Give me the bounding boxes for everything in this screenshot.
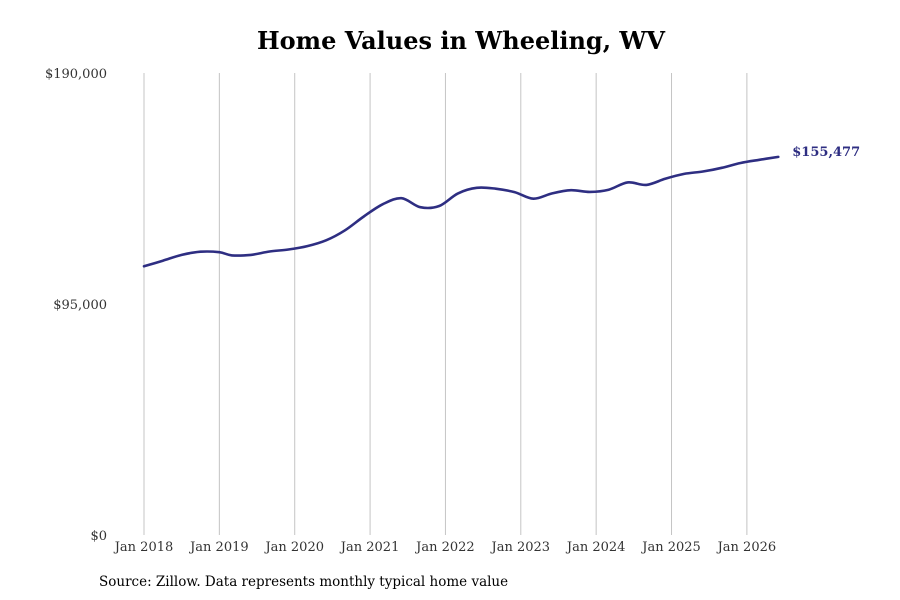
chart-title: Home Values in Wheeling, WV	[257, 26, 665, 55]
x-tick-label: Jan 2021	[339, 540, 400, 555]
y-tick-label: $0	[90, 529, 107, 544]
y-tick-label: $190,000	[45, 67, 107, 82]
x-tick-label: Jan 2026	[716, 540, 777, 555]
end-value-label: $155,477	[792, 145, 860, 160]
x-tick-label: Jan 2024	[565, 540, 626, 555]
x-tick-label: Jan 2019	[188, 540, 249, 555]
x-tick-label: Jan 2025	[640, 540, 701, 555]
series-line	[142, 155, 780, 268]
source-note: Source: Zillow. Data represents monthly …	[99, 574, 509, 590]
x-tick-label: Jan 2022	[414, 540, 475, 555]
x-tick-label: Jan 2023	[490, 540, 551, 555]
x-tick-label: Jan 2018	[113, 540, 174, 555]
x-tick-label: Jan 2020	[263, 540, 324, 555]
y-tick-label: $95,000	[53, 298, 107, 313]
